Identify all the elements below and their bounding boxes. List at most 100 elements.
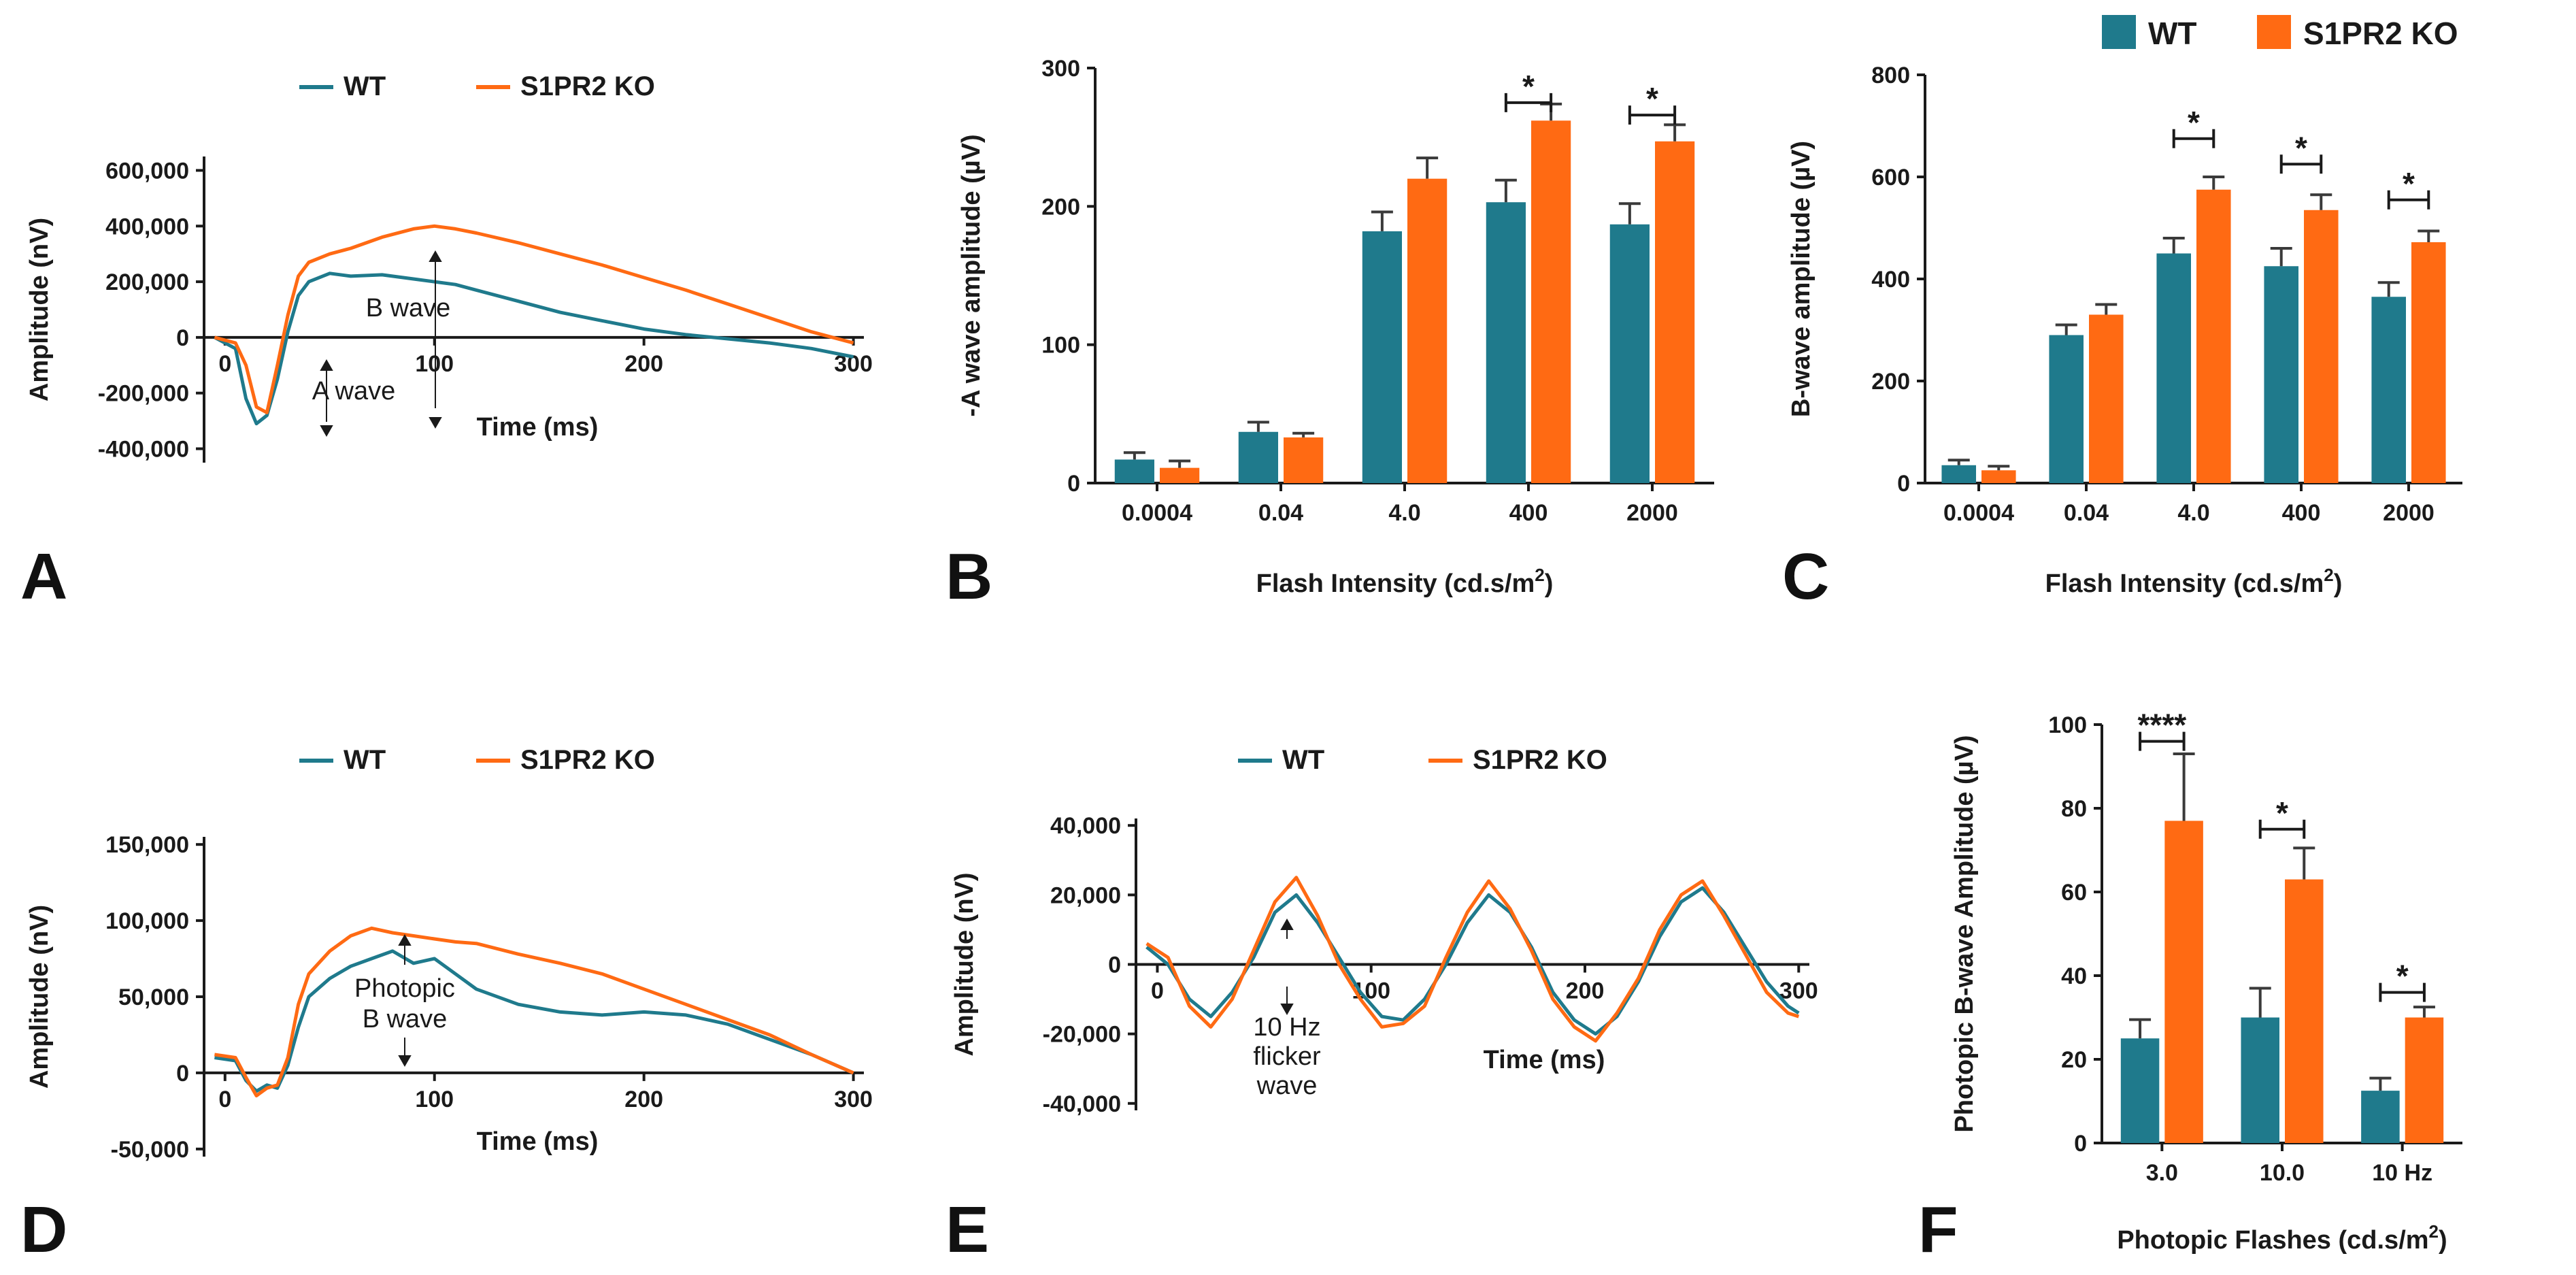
panel-label: F: [1918, 1193, 1958, 1266]
y-tick-label: 600: [1871, 165, 1910, 191]
error-bar-ko: [1988, 465, 2010, 471]
y-axis-label: -A wave amplitude (µV): [957, 134, 986, 416]
bar-ko: [2089, 314, 2124, 483]
bar-wt: [2361, 1091, 2400, 1143]
panel-label: C: [1782, 540, 1829, 613]
x-tick-label: 0.0004: [1122, 500, 1192, 526]
y-tick-label: 40,000: [1050, 813, 1121, 839]
y-tick-label: -40,000: [1043, 1091, 1121, 1117]
significance-bracket: [2172, 129, 2215, 148]
x-tick-label: 200: [624, 1087, 663, 1112]
y-tick-label: 80: [2061, 796, 2087, 822]
error-bar-ko: [2095, 303, 2118, 315]
top-legend-ko-label: S1PR2 KO: [2303, 16, 2458, 51]
y-tick-label: 300: [1041, 56, 1080, 82]
x-axis-label: Time (ms): [477, 413, 599, 442]
x-tick-label: 0.04: [2064, 500, 2109, 526]
error-bar-wt: [2369, 1076, 2392, 1091]
bar-ko: [1531, 120, 1571, 483]
y-tick-label: 50,000: [118, 984, 189, 1010]
bar-ko: [1284, 437, 1324, 483]
legend-label-ko: S1PR2 KO: [520, 745, 655, 775]
error-bar-wt: [2377, 281, 2400, 297]
x-tick-label: 4.0: [2177, 500, 2209, 526]
error-bar-wt: [2055, 323, 2077, 335]
significance-bracket: [2379, 982, 2426, 1002]
bar-wt: [2049, 335, 2084, 483]
series-line-ko: [1145, 876, 1800, 1043]
significance-label: *: [2276, 795, 2288, 831]
bar-wt: [1238, 431, 1278, 483]
x-tick-label: 2000: [2383, 500, 2435, 526]
error-bar-wt: [2162, 237, 2185, 254]
x-tick-label: 200: [1566, 978, 1605, 1004]
y-tick-label: 40: [2061, 963, 2087, 989]
series-line-wt: [1145, 886, 1800, 1036]
significance-bracket: [2387, 190, 2430, 210]
significance-label: *: [1522, 69, 1535, 104]
legend: WT S1PR2 KO: [1238, 745, 1607, 775]
bar-ko: [1160, 467, 1200, 483]
bar-wt: [2371, 297, 2406, 483]
y-tick-label: 100: [1041, 333, 1080, 359]
bar-wt: [1941, 465, 1976, 483]
error-bar-wt: [2249, 987, 2271, 1018]
x-tick-label: 0: [218, 351, 231, 377]
annotation-photopic-arrow: [398, 933, 412, 1067]
y-tick-label: 20,000: [1050, 882, 1121, 908]
y-tick-label: 600,000: [105, 158, 189, 184]
x-tick-label: 10 Hz: [2372, 1160, 2432, 1186]
y-tick-label: 20: [2061, 1047, 2087, 1073]
error-bar-ko: [2173, 752, 2195, 821]
y-tick-label: 0: [1108, 953, 1121, 978]
x-tick-label: 400: [2282, 500, 2321, 526]
x-tick-label: 0.0004: [1943, 500, 2014, 526]
x-tick-label: 300: [1779, 978, 1818, 1004]
x-tick-label: 10.0: [2260, 1160, 2305, 1186]
error-bar-wt: [1947, 459, 1970, 465]
error-bar-ko: [1416, 156, 1439, 179]
x-tick-label: 100: [415, 1087, 454, 1112]
y-tick-label: 400: [1871, 267, 1910, 293]
y-tick-label: -20,000: [1043, 1022, 1121, 1048]
panel-C: 0 200 400 600 800 B-wave amplitude (µV) 0.0004…: [1782, 63, 2462, 613]
x-axis-label: Flash Intensity (cd.s/m2): [1256, 565, 1554, 598]
annotation-flicker: flicker: [1253, 1042, 1321, 1071]
error-bar-ko: [1169, 459, 1191, 468]
x-axis-label: Flash Intensity (cd.s/m2): [2045, 565, 2343, 598]
annotation-flicker-arrow: [1280, 918, 1294, 1016]
annotation-photopic: Photopic: [354, 974, 455, 1003]
y-axis-label: B-wave amplitude (µV): [1787, 141, 1816, 417]
y-tick-label: 0: [1897, 471, 1910, 497]
y-axis-label: Photopic B-wave Amplitude (µV): [1950, 735, 1979, 1132]
x-axis-label: Photopic Flashes (cd.s/m2): [2117, 1221, 2447, 1255]
bar-wt: [1486, 202, 1526, 483]
x-tick-label: 100: [415, 351, 454, 377]
error-bar-ko: [2310, 193, 2332, 210]
series-line-wt: [214, 271, 854, 426]
error-bar-wt: [1371, 210, 1393, 231]
error-bar-ko: [2203, 176, 2225, 190]
y-tick-label: 0: [176, 325, 189, 351]
y-tick-label: -400,000: [98, 437, 189, 463]
y-tick-label: -200,000: [98, 381, 189, 407]
x-axis-label: Time (ms): [477, 1127, 599, 1156]
panel-F: 0 20 40 60 80 100 Photopic B-wave Amplitude (µ…: [1918, 708, 2462, 1266]
x-tick-label: 3.0: [2146, 1160, 2178, 1186]
top-legend: WT S1PR2 KO: [2102, 15, 2458, 51]
bar-wt: [2241, 1017, 2279, 1143]
top-legend-wt-label: WT: [2148, 16, 2197, 51]
annotation-b-wave: B wave: [363, 1005, 448, 1033]
annotation-b-wave: B wave: [366, 294, 451, 322]
bar-ko: [2405, 1017, 2444, 1143]
y-tick-label: 800: [1871, 63, 1910, 88]
legend-label-ko: S1PR2 KO: [1473, 745, 1607, 775]
y-axis-label: Amplitude (nV): [25, 905, 54, 1089]
bar-ko: [2411, 242, 2446, 483]
significance-bracket: [1504, 93, 1553, 112]
error-bar-wt: [1247, 420, 1269, 432]
significance-label: *: [1646, 81, 1658, 116]
bar-wt: [1114, 459, 1154, 483]
y-tick-label: -50,000: [111, 1137, 189, 1163]
